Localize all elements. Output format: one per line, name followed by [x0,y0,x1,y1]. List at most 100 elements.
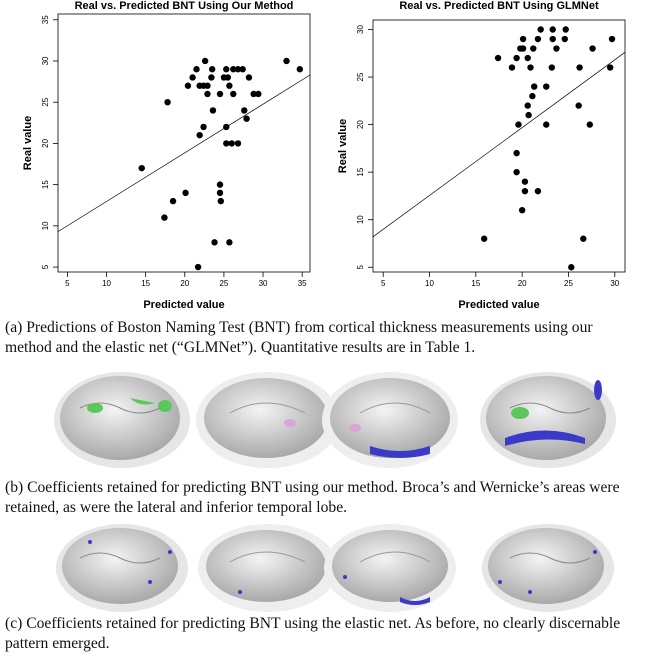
data-point [580,235,587,242]
data-point [196,131,203,139]
y-tick-label: 5 [41,264,50,269]
data-point [217,197,224,205]
y-tick-label: 25 [41,97,50,106]
data-point [224,74,232,81]
data-point [589,45,596,52]
chart-title: Real vs. Predicted BNT Using GLMNet [399,0,599,12]
data-point [518,206,526,214]
data-point [537,26,544,33]
y-tick-label: 30 [41,56,50,65]
data-point [138,164,145,172]
data-point [568,264,575,271]
data-point [513,54,520,62]
data-point [586,121,593,128]
data-point [193,66,200,73]
x-tick-label: 25 [564,279,573,288]
data-point [255,90,262,98]
y-tick-label: 35 [41,15,50,24]
caption: (b) Coefficients retained for predicting… [5,479,620,516]
x-tick-label: 10 [425,279,434,288]
data-point [519,35,527,43]
data-point [543,121,550,128]
data-point [513,149,520,157]
data-point [226,82,233,89]
data-point [216,90,224,98]
data-point [189,74,196,81]
data-point [230,90,237,98]
data-point [245,74,253,81]
data-point [524,54,531,62]
data-point [296,66,304,73]
x-tick-label: 5 [65,279,70,288]
data-point [521,178,529,185]
data-point [208,66,216,73]
data-point [208,74,215,81]
y-tick-label: 15 [41,180,50,189]
y-axis-label: Real value [22,116,34,170]
brain-renderings-glmnet [56,524,614,612]
data-point [530,45,537,52]
plot-frame [372,19,626,273]
data-point [549,35,556,43]
data-point [531,83,538,90]
brain [480,372,616,468]
data-point [194,263,202,271]
data-point [606,64,614,71]
x-tick-label: 25 [219,279,228,288]
chart-title: Real vs. Predicted BNT Using Our Method [75,0,294,12]
x-tick-label: 30 [259,279,268,288]
data-point [184,82,192,89]
brain [54,372,190,468]
data-point [553,45,560,52]
brain-renderings-method [54,372,616,468]
plot-frame [57,13,311,273]
data-point [204,90,211,98]
data-point [216,181,224,188]
data-point [204,82,211,89]
data-point [480,235,488,242]
fit-line [372,52,626,238]
data-point [209,107,217,114]
data-point [494,54,502,62]
data-point [223,66,230,73]
y-tick-label: 30 [356,25,365,34]
data-point [182,189,189,197]
x-tick-label: 20 [180,279,189,288]
data-point [575,102,582,109]
data-point [508,64,516,71]
y-tick-label: 10 [41,221,50,230]
y-tick-label: 20 [41,138,50,147]
y-tick-label: 25 [356,72,365,81]
data-point [161,214,168,221]
brain [324,524,456,612]
data-point [513,168,520,176]
x-tick-label: 35 [298,279,307,288]
data-point [534,187,542,195]
data-point [524,102,531,109]
brain [322,372,458,468]
data-point [216,189,224,197]
x-tick-label: 10 [102,279,111,288]
data-point [241,107,248,114]
data-point [223,140,230,147]
data-point [283,57,290,65]
fit-line [57,74,311,232]
data-point [525,111,532,119]
data-point [164,98,171,106]
brain [56,524,188,612]
data-point [521,187,529,195]
data-point [228,140,235,147]
y-axis-label: Real value [337,119,349,173]
data-point [234,140,242,147]
data-point [230,66,237,73]
data-point [529,92,536,100]
data-point [519,45,527,52]
x-tick-label: 15 [141,279,150,288]
data-point [226,239,233,246]
y-tick-label: 20 [356,120,365,129]
data-point [201,57,209,65]
caption: (a) Predictions of Boston Naming Test (B… [5,319,593,356]
data-point [549,26,556,33]
data-point [543,83,550,90]
data-point [534,35,542,43]
